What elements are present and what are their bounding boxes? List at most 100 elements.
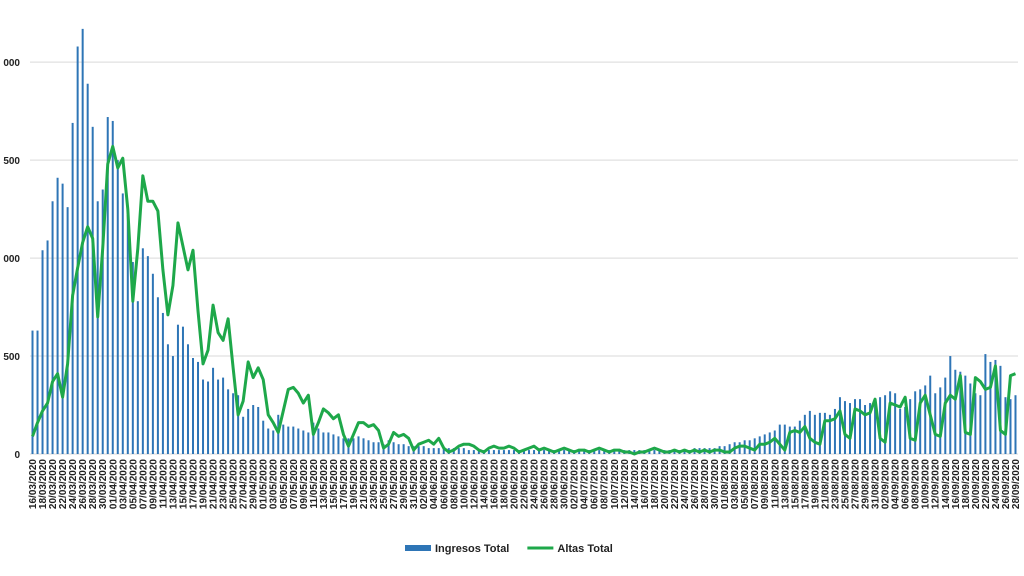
bar [658,450,661,454]
bar [502,450,505,454]
x-tick-label: 23/05/2020 [369,459,380,509]
x-tick-label: 05/04/2020 [128,459,139,509]
x-tick-label: 16/07/2020 [640,459,651,509]
x-tick-label: 08/07/2020 [600,459,611,509]
bar [227,389,230,454]
bar [31,330,34,454]
legend-label: Altas Total [557,543,612,555]
bar [487,450,490,454]
y-tick-label: 500 [3,352,20,363]
bar [848,403,851,454]
bar [111,120,114,455]
bar [121,193,124,454]
bar [497,450,500,454]
bar [242,416,245,454]
bar [593,450,596,454]
bar [161,312,164,454]
x-tick-label: 19/04/2020 [199,459,210,509]
bar [548,450,551,454]
x-tick-label: 25/08/2020 [840,459,851,509]
x-tick-label: 30/07/2020 [710,459,721,509]
bar [397,444,400,454]
bar [648,450,651,454]
bar [106,117,109,454]
x-tick-label: 29/05/2020 [399,459,410,509]
x-tick-label: 21/08/2020 [820,459,831,509]
bar [773,430,776,454]
bar [793,426,796,454]
bar [222,377,225,454]
bar [292,426,295,454]
bar [477,450,480,454]
x-tick-label: 21/05/2020 [359,459,370,509]
bar [949,356,952,454]
bar [934,393,937,454]
bar [237,395,240,454]
y-tick-label: 500 [3,156,20,167]
x-tick-label: 01/05/2020 [259,459,270,509]
x-tick-label: 02/09/2020 [881,459,892,509]
x-tick-label: 08/09/2020 [911,459,922,509]
x-tick-label: 31/05/2020 [409,459,420,509]
x-tick-label: 26/07/2020 [690,459,701,509]
x-tick-label: 16/06/2020 [489,459,500,509]
x-tick-label: 21/04/2020 [209,459,220,509]
bar [618,450,621,454]
x-tick-label: 07/04/2020 [138,459,149,509]
bar [171,356,174,454]
bar [61,183,64,455]
bar [46,240,49,454]
x-tick-label: 24/03/2020 [68,459,79,509]
x-tick-label: 14/07/2020 [630,459,641,509]
x-tick-label: 31/08/2020 [871,459,882,509]
x-tick-label: 04/09/2020 [891,459,902,509]
bar [813,414,816,454]
bar [828,414,831,454]
bar [989,361,992,454]
bar [533,450,536,454]
bar [126,214,129,454]
x-tick-label: 20/03/2020 [48,459,59,509]
y-tick-label: 000 [3,58,20,69]
x-tick-label: 09/08/2020 [760,459,771,509]
legend-label: Ingresos Total [435,543,509,555]
bar [984,354,987,454]
x-tick-label: 24/06/2020 [530,459,541,509]
x-tick-label: 03/05/2020 [269,459,280,509]
x-tick-label: 13/04/2020 [168,459,179,509]
bar [613,450,616,454]
bar [437,448,440,454]
bar [563,450,566,454]
bar [181,326,184,454]
x-tick-label: 15/04/2020 [178,459,189,509]
bar [823,412,826,454]
x-tick-label: 10/06/2020 [459,459,470,509]
bar [653,450,656,454]
bar [864,405,867,454]
bar [176,324,179,454]
bar [377,442,380,454]
bar [723,446,726,454]
x-tick-label: 20/07/2020 [660,459,671,509]
bar [964,375,967,454]
bar [141,248,144,454]
bar [191,358,194,454]
bar [427,448,430,454]
bar [407,446,410,454]
x-tick-label: 09/05/2020 [299,459,310,509]
bar [833,408,836,454]
bar [889,391,892,454]
x-tick-label: 18/03/2020 [38,459,49,509]
bar [899,408,902,454]
bar [116,160,119,455]
x-tick-label: 17/04/2020 [188,459,199,509]
x-tick-label: 15/05/2020 [329,459,340,509]
bar [367,440,370,454]
bar [442,448,445,454]
bar [598,450,601,454]
bar [808,410,811,454]
x-tick-label: 13/08/2020 [780,459,791,509]
bar [1009,399,1012,454]
x-tick-label: 12/09/2020 [931,459,942,509]
x-tick-label: 10/07/2020 [610,459,621,509]
